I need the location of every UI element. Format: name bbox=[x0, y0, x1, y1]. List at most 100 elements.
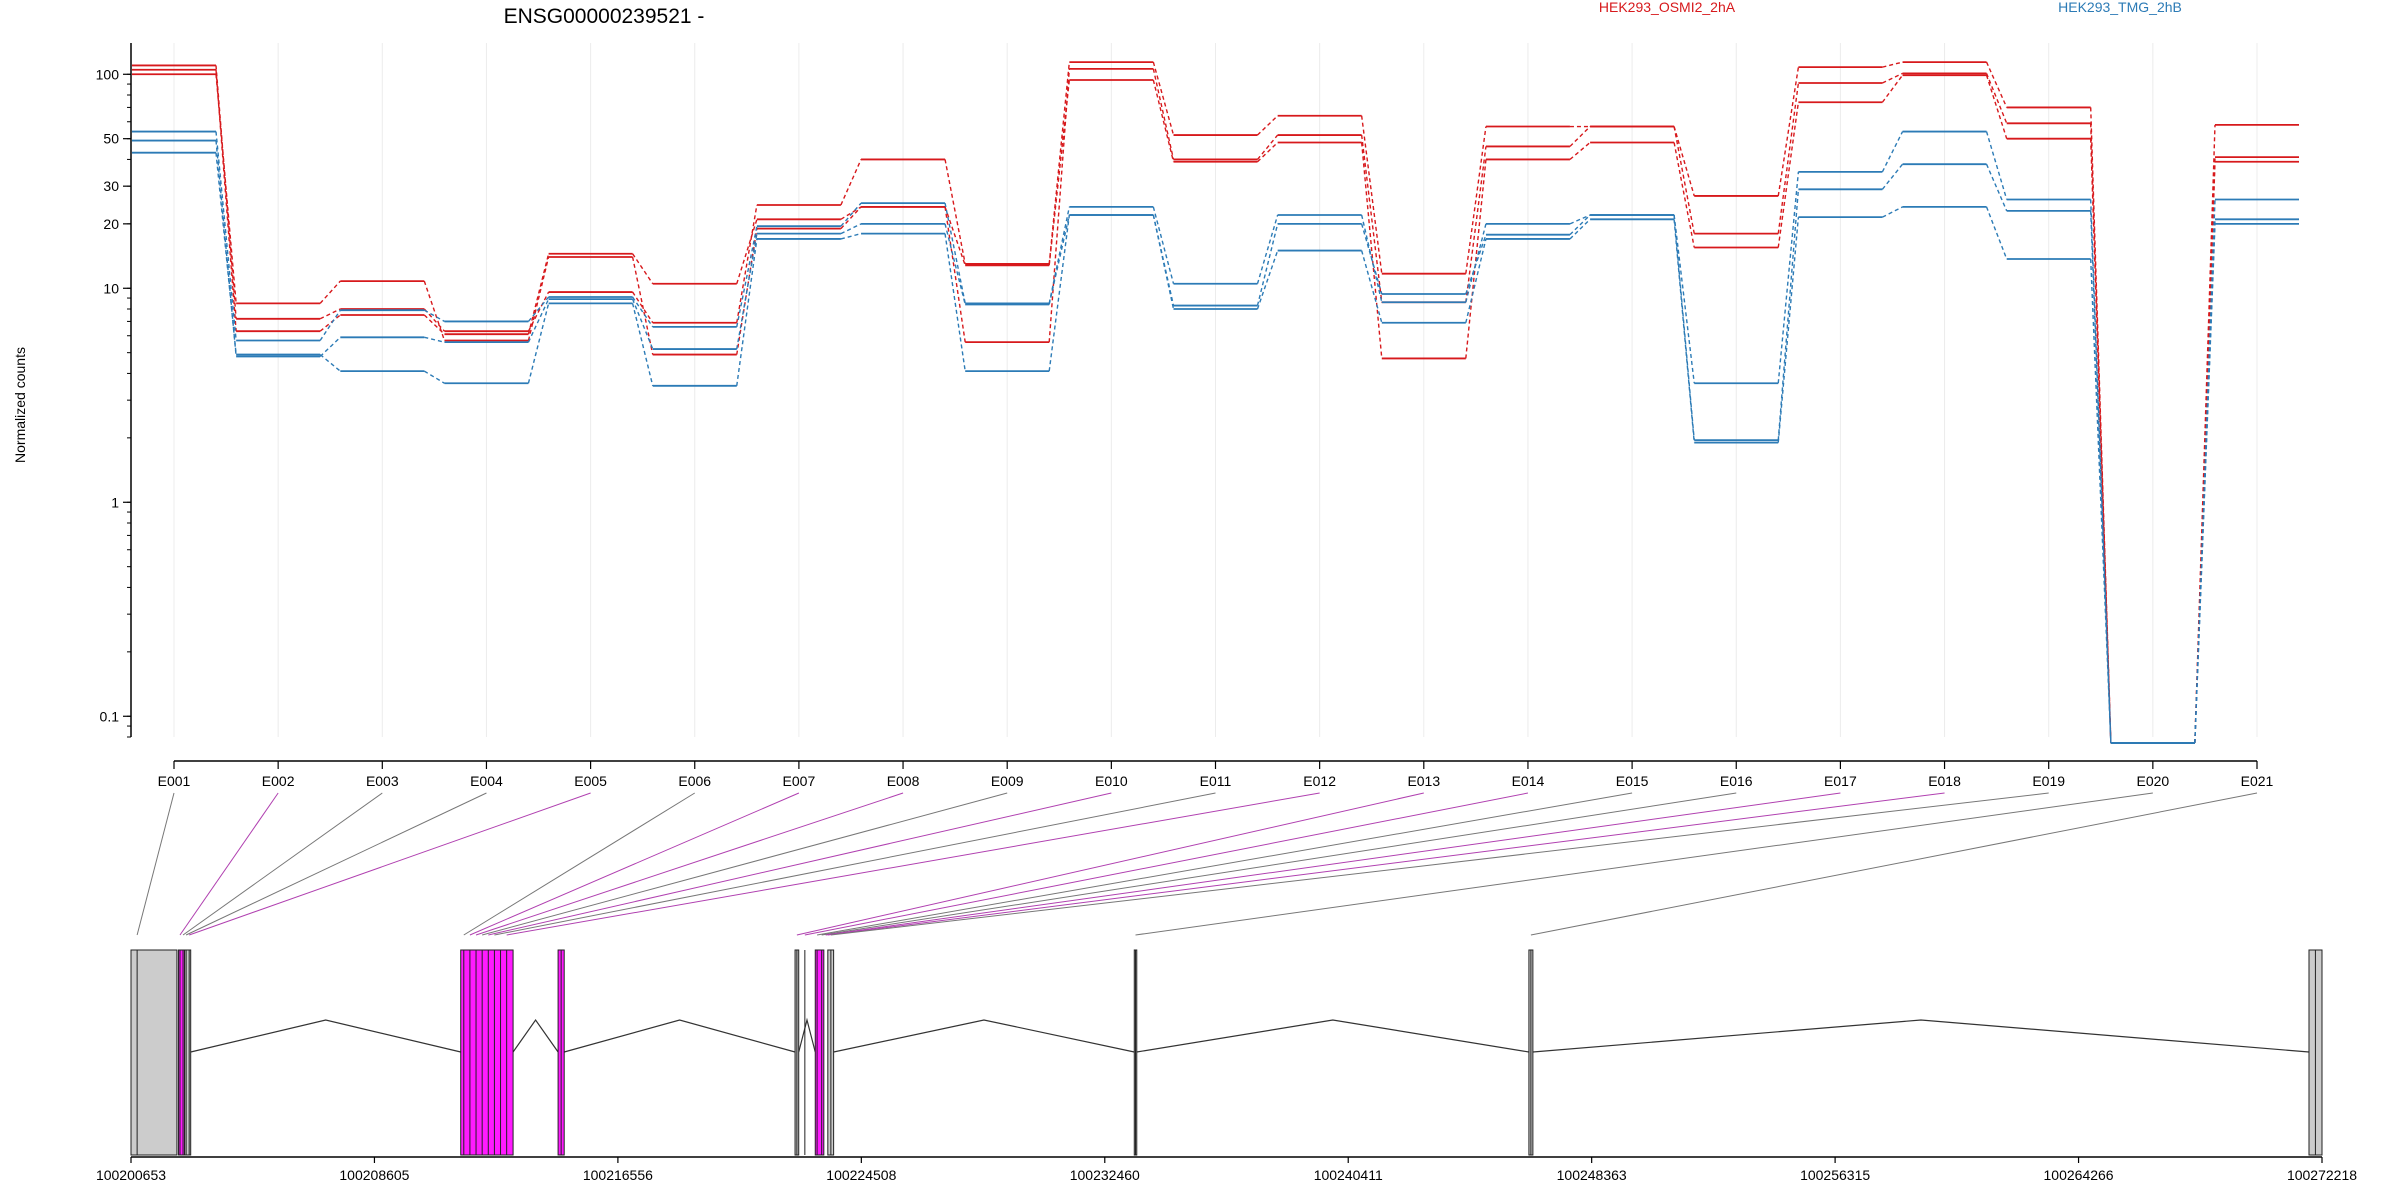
intron-line bbox=[1532, 1019, 2310, 1053]
series-connector bbox=[1465, 146, 1487, 303]
exon-link bbox=[136, 792, 175, 936]
series-connector bbox=[1777, 189, 1800, 441]
series-connector bbox=[1985, 61, 2008, 108]
series-connector bbox=[840, 223, 862, 235]
y-tick-label: 50 bbox=[103, 131, 119, 147]
series-connector bbox=[1985, 73, 2008, 124]
genome-tick-label: 100272218 bbox=[2287, 1167, 2357, 1183]
x-tick-label: E015 bbox=[1616, 773, 1649, 789]
series-lines bbox=[132, 61, 2299, 744]
x-tick-label: E014 bbox=[1512, 773, 1545, 789]
series-connector bbox=[840, 206, 862, 230]
series-connector bbox=[1256, 134, 1279, 160]
intron-line bbox=[1136, 1019, 1530, 1053]
series-connector bbox=[527, 256, 550, 341]
x-tick-label: E017 bbox=[1824, 773, 1857, 789]
series-6 bbox=[132, 151, 2299, 744]
y-axis-ticks: 0.1 1 10 20 30 50 100 bbox=[96, 66, 131, 738]
series-connector bbox=[1360, 250, 1383, 323]
series-connector bbox=[840, 206, 862, 220]
series-connector bbox=[215, 140, 237, 357]
series-connector bbox=[1673, 142, 1695, 248]
series-connector bbox=[424, 336, 445, 343]
y-axis-label: Normalized counts bbox=[12, 347, 28, 463]
series-connector bbox=[1256, 223, 1279, 306]
series-connector bbox=[1465, 159, 1487, 359]
series-connector bbox=[527, 296, 550, 322]
series-connector bbox=[319, 309, 341, 341]
series-connector bbox=[319, 280, 341, 304]
x-tick-label: E019 bbox=[2032, 773, 2065, 789]
exon-link bbox=[804, 792, 1529, 936]
series-connector bbox=[944, 206, 966, 266]
exon-link bbox=[463, 792, 696, 936]
series-connector bbox=[1673, 126, 1695, 234]
series-connector bbox=[423, 280, 446, 341]
x-tick-label: E013 bbox=[1407, 773, 1440, 789]
series-connector bbox=[1152, 68, 1175, 160]
y-tick-label: 10 bbox=[103, 280, 119, 296]
series-connector bbox=[1465, 238, 1487, 323]
series-connector bbox=[2090, 138, 2112, 744]
series-connector bbox=[1569, 126, 1591, 147]
series-connector bbox=[1360, 115, 1383, 274]
series-connector bbox=[1777, 102, 1800, 248]
y-tick-label: 100 bbox=[96, 66, 120, 82]
y-tick-label: 30 bbox=[103, 178, 119, 194]
series-connector bbox=[1985, 131, 2008, 200]
genome-tick-label: 100208605 bbox=[339, 1167, 409, 1183]
series-connector bbox=[1985, 206, 2008, 260]
series-connector bbox=[1777, 82, 1800, 234]
exon-block bbox=[460, 949, 514, 1156]
exon-link bbox=[494, 792, 1216, 936]
exon-link bbox=[482, 792, 1008, 936]
x-axis-ticks: E001 E002 E003 E004 E005 E006 E007 E008 E009 E010… bbox=[158, 761, 2274, 789]
series-connector bbox=[215, 69, 237, 332]
series-connector bbox=[1048, 62, 1071, 264]
y-tick-label: 1 bbox=[111, 494, 119, 510]
x-tick-label: E004 bbox=[470, 773, 503, 789]
series-connector bbox=[1882, 72, 1903, 84]
series-connector bbox=[215, 74, 237, 304]
series-connector bbox=[1569, 214, 1591, 225]
exon-link bbox=[821, 792, 1737, 936]
legend-label-tmg: HEK293_TMG_2hB bbox=[2058, 0, 2182, 15]
series-connector bbox=[1256, 250, 1279, 310]
series-connector bbox=[1360, 223, 1383, 295]
series-connector bbox=[1048, 79, 1071, 266]
series-connector bbox=[1048, 214, 1071, 305]
series-connector bbox=[944, 202, 966, 304]
series-connector bbox=[215, 152, 237, 355]
series-connector bbox=[944, 233, 966, 372]
series-connector bbox=[631, 256, 654, 355]
exon-link bbox=[796, 792, 1424, 936]
exon-link bbox=[825, 792, 1841, 936]
intron-line bbox=[190, 1019, 461, 1053]
exon-link bbox=[185, 792, 487, 936]
series-connector bbox=[1777, 171, 1800, 384]
series-connector bbox=[319, 314, 341, 332]
exon-links bbox=[136, 792, 2258, 936]
series-connector bbox=[1985, 163, 2008, 212]
exon-link bbox=[1135, 792, 2153, 936]
exon-link bbox=[817, 792, 1633, 936]
series-connector bbox=[840, 202, 862, 227]
series-connector bbox=[1882, 61, 1903, 68]
exon-link bbox=[488, 792, 1112, 936]
series-connector bbox=[1257, 141, 1279, 163]
exon-block bbox=[130, 949, 178, 1156]
series-connector bbox=[1048, 68, 1071, 343]
genome-tick-label: 100232460 bbox=[1070, 1167, 1140, 1183]
x-tick-label: E002 bbox=[262, 773, 295, 789]
genome-tick-label: 100240411 bbox=[1314, 1167, 1383, 1183]
genome-tick-label: 100256315 bbox=[1800, 1167, 1870, 1183]
series-connector bbox=[1360, 134, 1383, 303]
intron-line bbox=[512, 1018, 559, 1053]
series-connector bbox=[1360, 142, 1383, 359]
series-connector bbox=[1465, 223, 1487, 303]
chart-title: ENSG00000239521 - bbox=[504, 5, 705, 28]
x-tick-label: E006 bbox=[678, 773, 711, 789]
x-tick-label: E005 bbox=[574, 773, 607, 789]
exon-link bbox=[475, 792, 904, 936]
